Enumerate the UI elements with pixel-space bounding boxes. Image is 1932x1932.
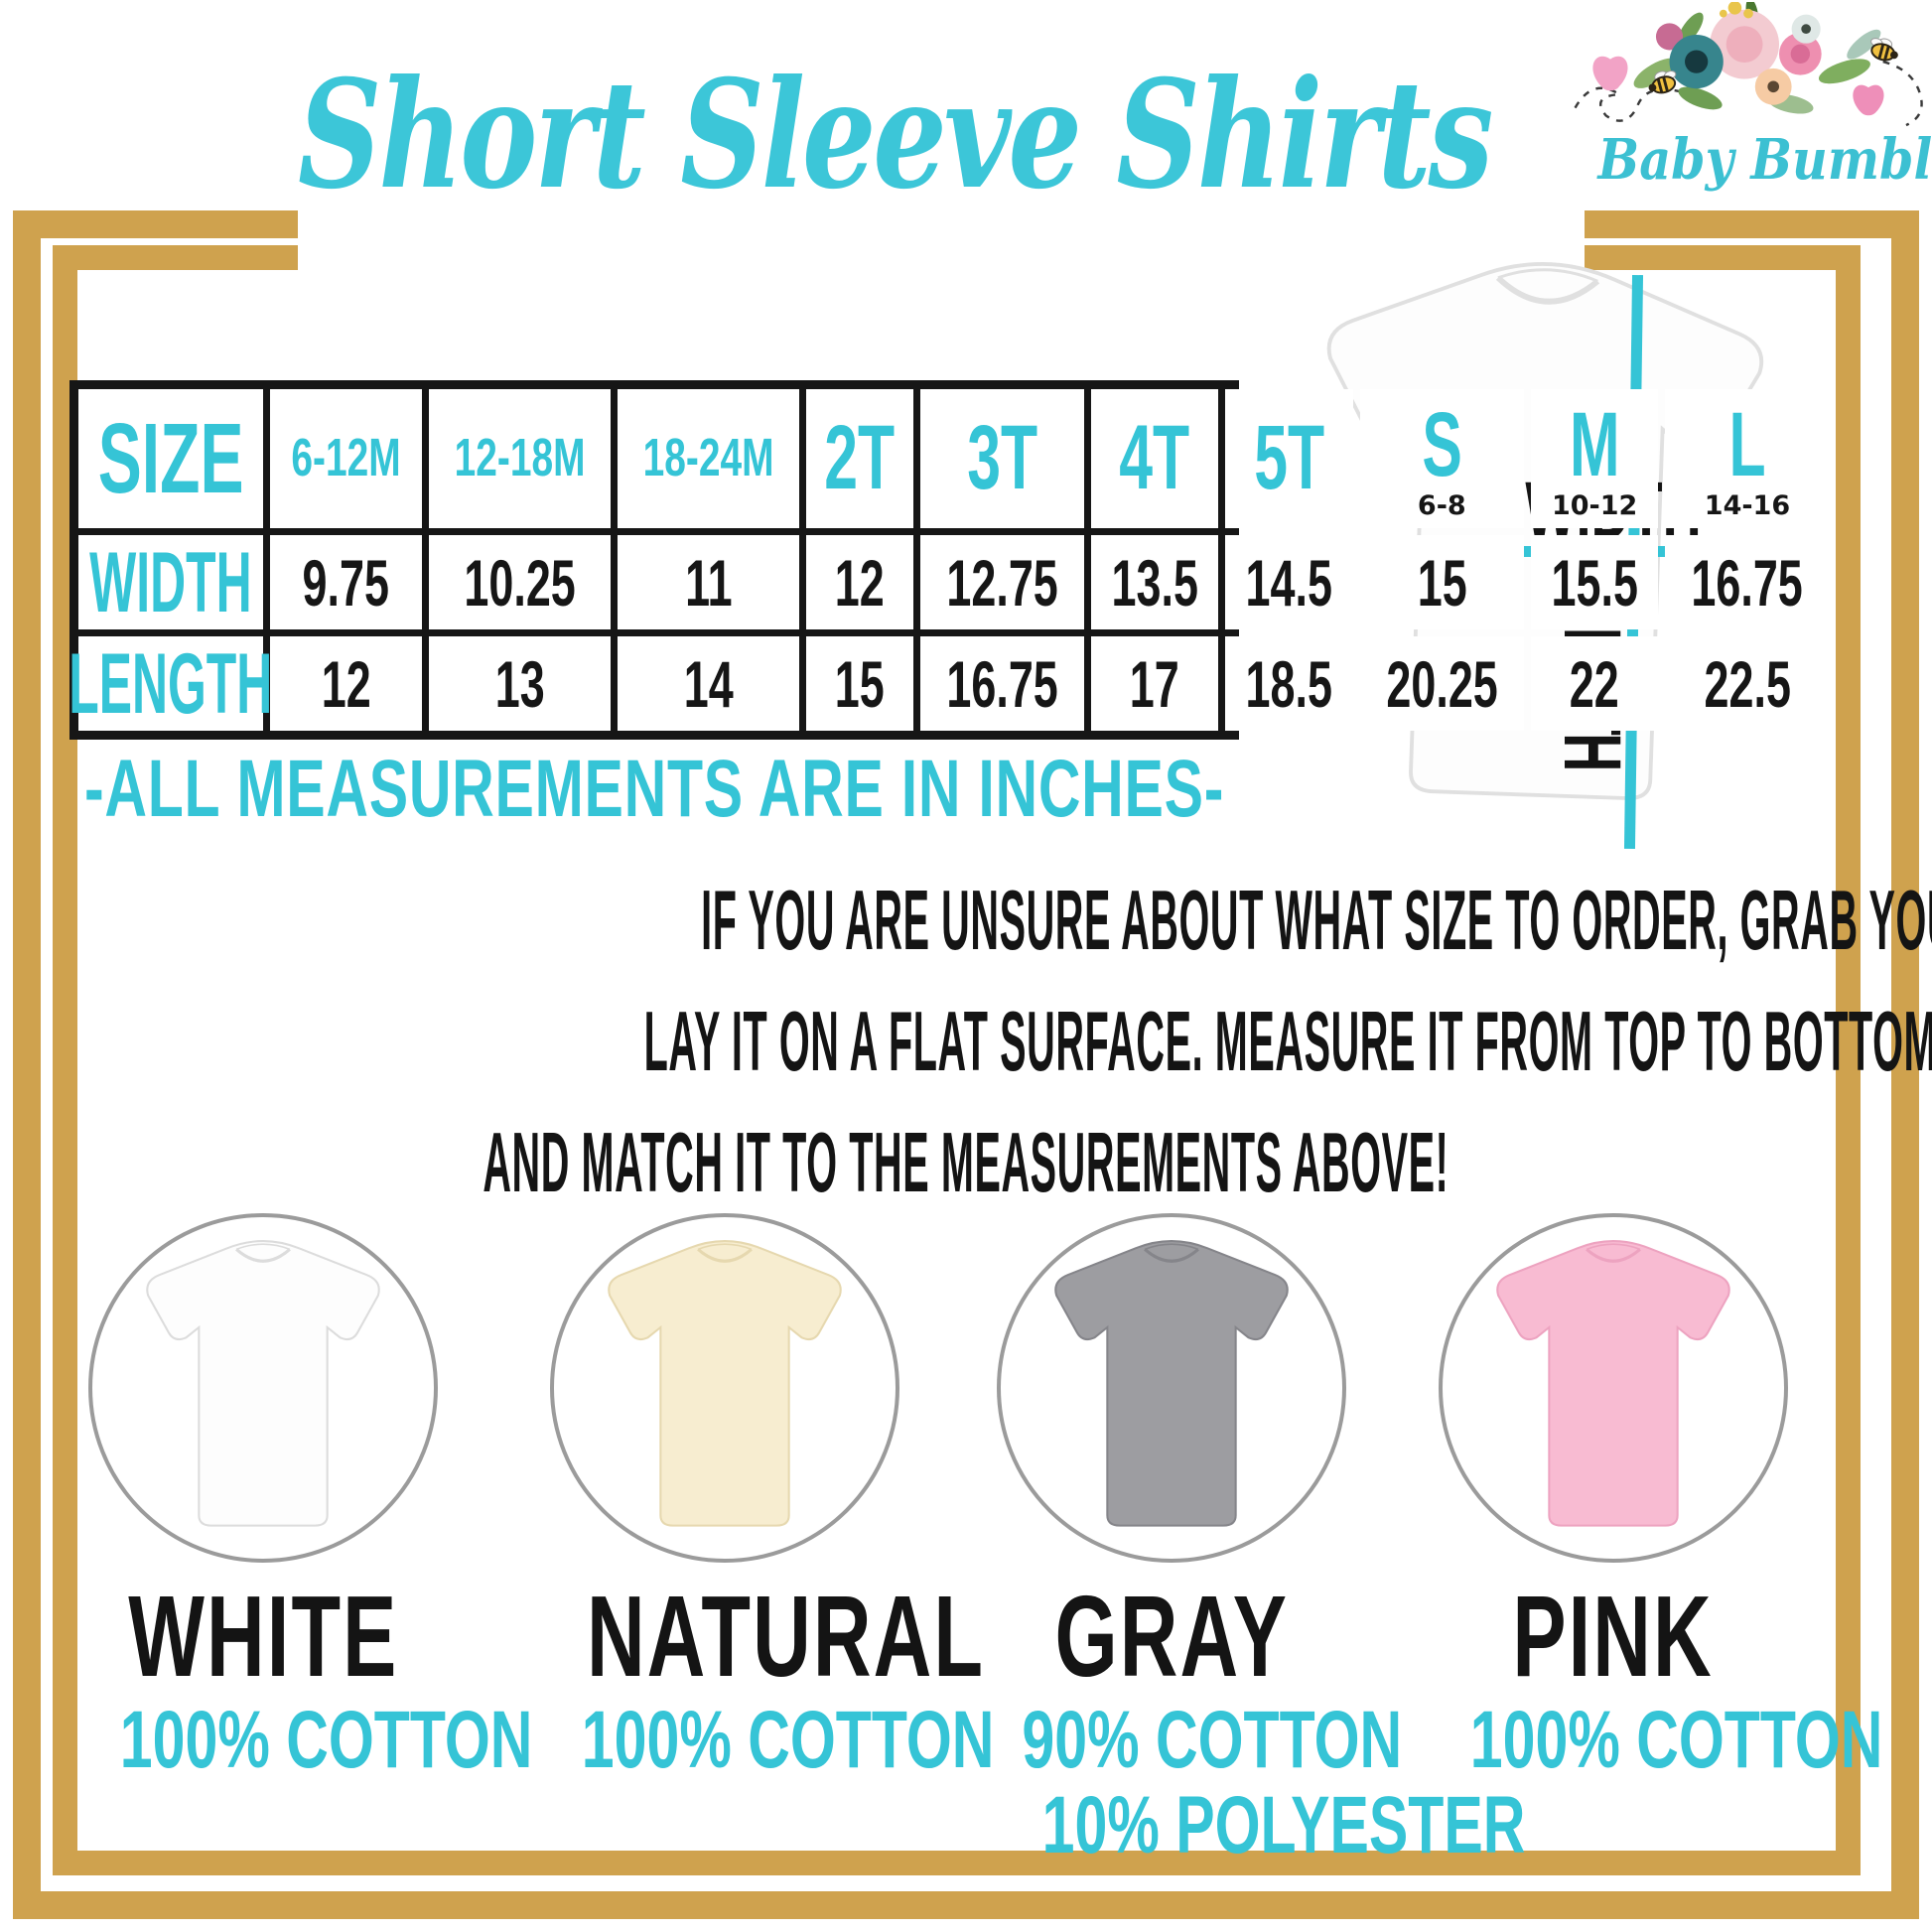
width-value: 11	[618, 535, 800, 629]
swatch-composition: 100% COTTON	[119, 1695, 533, 1785]
size-column-header: 2T	[806, 389, 913, 528]
instructions-line-3: AND MATCH IT TO THE MEASUREMENTS ABOVE!	[483, 1113, 1449, 1210]
width-row-header: WIDTH	[78, 535, 263, 629]
swatch-circle	[550, 1213, 899, 1563]
swatch-composition: 90% COTTON	[1022, 1695, 1403, 1785]
size-column-header: M 10-12	[1530, 389, 1659, 528]
size-column-header: 5T	[1225, 389, 1353, 528]
swatch-name: WHITE	[127, 1572, 399, 1701]
length-row-header: LENGTH	[69, 635, 273, 732]
size-table-corner-header: SIZE	[78, 389, 263, 528]
tshirt-icon	[1464, 1233, 1762, 1543]
length-value: 17	[1090, 636, 1219, 731]
measurements-note: -ALL MEASUREMENTS ARE IN INCHES-	[84, 744, 1225, 834]
swatch-pink: PINK 100% COTTON	[1390, 1213, 1883, 1785]
length-value: 22.5	[1665, 636, 1830, 731]
width-value: 9.75	[270, 535, 423, 629]
size-column-header: 12-18M	[429, 389, 612, 528]
width-value: 13.5	[1090, 535, 1219, 629]
width-value: 16.75	[1665, 535, 1830, 629]
width-value: 12	[806, 535, 913, 629]
swatch-circle	[1439, 1213, 1788, 1563]
instructions-line-1: IF YOU ARE UNSURE ABOUT WHAT SIZE TO ORD…	[701, 871, 1932, 968]
width-value: 12.75	[919, 535, 1084, 629]
page-title: Short Sleeve Shirts	[298, 0, 1585, 270]
width-value: 15.5	[1530, 535, 1659, 629]
width-value: 14.5	[1225, 535, 1353, 629]
swatch-circle	[88, 1213, 438, 1563]
swatch-gray: GRAY 90% COTTON 10% POLYESTER	[948, 1213, 1526, 1870]
swatch-composition-line-2: 10% POLYESTER	[1041, 1780, 1526, 1870]
heart-icon	[1592, 56, 1628, 91]
swatch-natural: NATURAL 100% COTTON	[501, 1213, 995, 1785]
length-value: 18.5	[1225, 636, 1353, 731]
flower-bouquet-icon	[1574, 2, 1923, 127]
length-value: 20.25	[1359, 636, 1524, 731]
size-table: SIZE 6-12M 12-18M 18-24M 2T 3T 4T 5T S 6-…	[69, 380, 1830, 740]
swatch-circle	[997, 1213, 1346, 1563]
length-value: 13	[429, 636, 612, 731]
swatch-name: PINK	[1512, 1572, 1715, 1701]
width-value: 15	[1359, 535, 1524, 629]
length-value: 16.75	[919, 636, 1084, 731]
tshirt-icon	[1023, 1233, 1320, 1543]
size-column-header: L 14-16	[1665, 389, 1830, 528]
swatch-composition: 100% COTTON	[1469, 1695, 1883, 1785]
heart-icon	[1853, 84, 1884, 116]
size-column-header: 18-24M	[618, 389, 800, 528]
instructions-line-2: LAY IT ON A FLAT SURFACE. MEASURE IT FRO…	[643, 992, 1932, 1089]
swatch-composition: 100% COTTON	[581, 1695, 995, 1785]
brand-logo: Baby Bumble Tees	[1564, 0, 1932, 208]
bee-trail-icon	[1574, 83, 1704, 122]
size-column-header: 3T	[919, 389, 1084, 528]
leaves-icon	[1633, 2, 1881, 114]
swatch-name: NATURAL	[586, 1572, 986, 1701]
bee-icon	[1648, 70, 1677, 94]
length-value: 22	[1530, 636, 1659, 731]
size-column-header: 6-12M	[270, 389, 423, 528]
bee-trail-icon	[1882, 60, 1923, 127]
width-value: 10.25	[429, 535, 612, 629]
tshirt-icon	[114, 1233, 412, 1543]
size-column-header: 4T	[1090, 389, 1219, 528]
swatch-name: GRAY	[1054, 1572, 1289, 1701]
size-column-header: S 6-8	[1359, 389, 1524, 528]
length-value: 15	[806, 636, 913, 731]
flowers-icon	[1655, 2, 1822, 105]
swatch-white: WHITE 100% COTTON	[40, 1213, 533, 1785]
length-value: 14	[618, 636, 800, 731]
bee-icon	[1870, 38, 1898, 62]
tshirt-icon	[576, 1233, 874, 1543]
brand-logo-text: Baby Bumble Tees	[1597, 127, 1932, 193]
page-title-text: Short Sleeve Shirts	[298, 48, 1493, 222]
length-value: 12	[270, 636, 423, 731]
